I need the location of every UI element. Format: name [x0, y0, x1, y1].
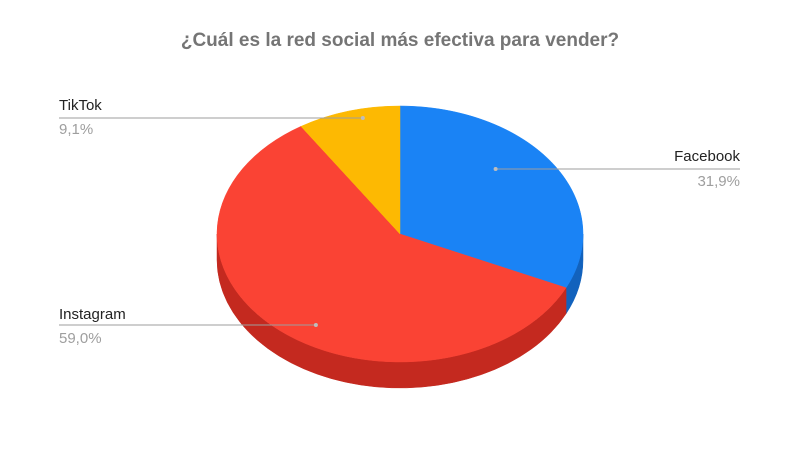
pie-slice-tiktok	[300, 105, 401, 235]
pie-slice-instagram	[216, 126, 567, 363]
leader-dot-instagram	[313, 323, 318, 327]
chart-title: ¿Cuál es la red social más efectiva para…	[180, 30, 620, 51]
label-name-facebook: Facebook	[674, 148, 740, 165]
label-name-tiktok: TikTok	[59, 97, 102, 114]
label-name-instagram: Instagram	[59, 306, 126, 323]
leader-dot-tiktok	[360, 116, 365, 120]
leader-dot-facebook	[493, 167, 498, 171]
label-value-facebook: 31,9%	[697, 173, 740, 190]
label-value-tiktok: 9,1%	[59, 121, 94, 138]
pie-slice-facebook	[399, 105, 584, 289]
label-value-instagram: 59,0%	[59, 330, 102, 347]
